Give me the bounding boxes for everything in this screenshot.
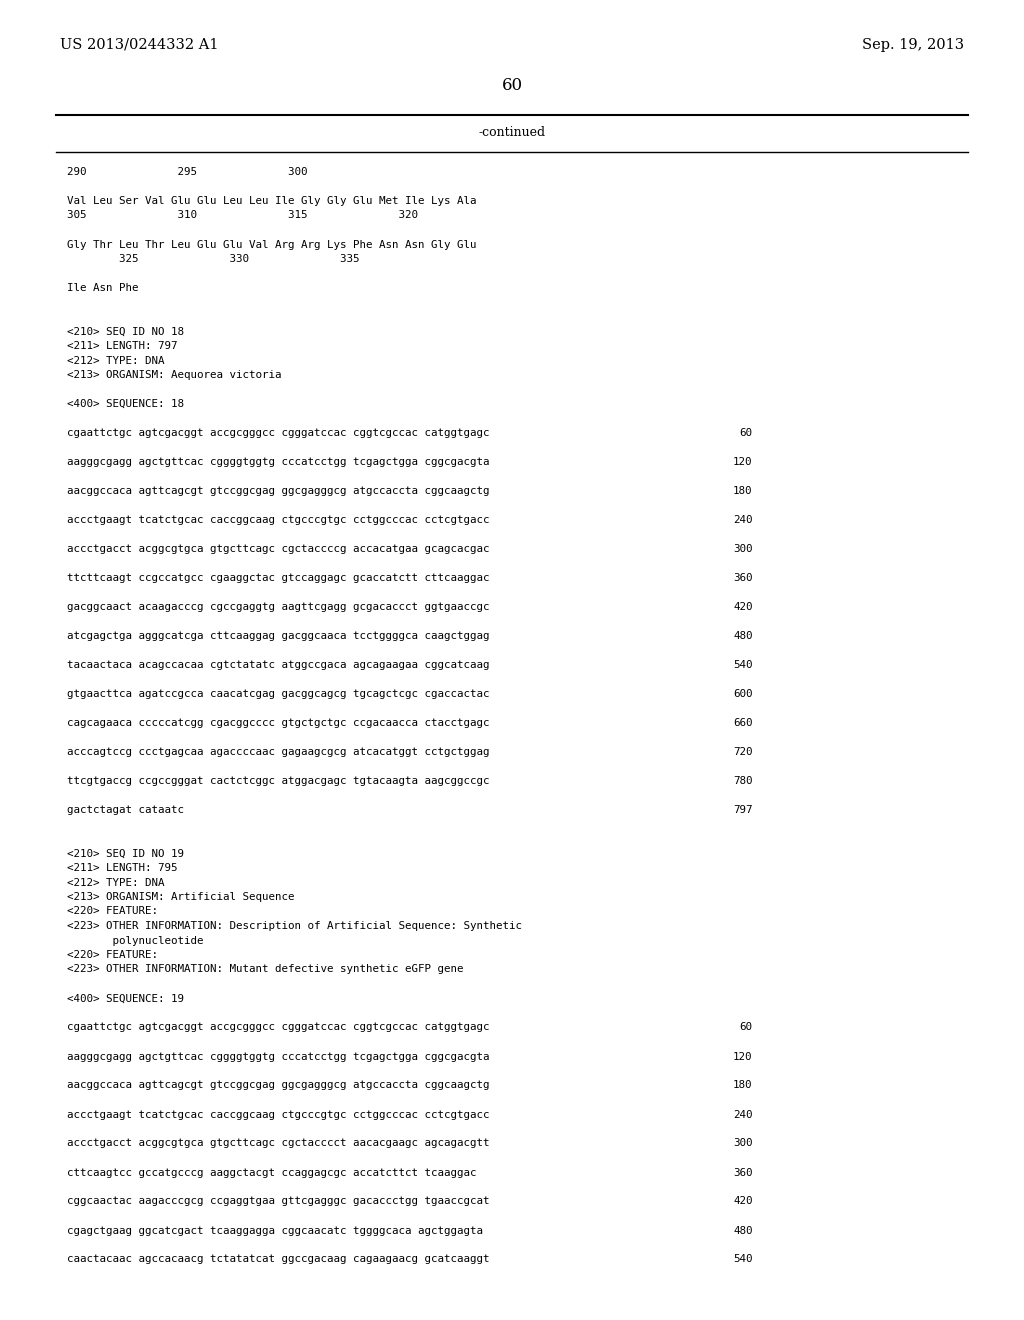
Text: 360: 360	[733, 1167, 753, 1177]
Text: gtgaacttca agatccgcca caacatcgag gacggcagcg tgcagctcgc cgaccactac: gtgaacttca agatccgcca caacatcgag gacggca…	[67, 689, 489, 700]
Text: <212> TYPE: DNA: <212> TYPE: DNA	[67, 355, 164, 366]
Text: 300: 300	[733, 1138, 753, 1148]
Text: <212> TYPE: DNA: <212> TYPE: DNA	[67, 878, 164, 887]
Text: <223> OTHER INFORMATION: Description of Artificial Sequence: Synthetic: <223> OTHER INFORMATION: Description of …	[67, 921, 521, 931]
Text: Val Leu Ser Val Glu Glu Leu Leu Ile Gly Gly Glu Met Ile Lys Ala: Val Leu Ser Val Glu Glu Leu Leu Ile Gly …	[67, 195, 476, 206]
Text: <210> SEQ ID NO 19: <210> SEQ ID NO 19	[67, 849, 183, 858]
Text: 540: 540	[733, 1254, 753, 1265]
Text: caactacaac agccacaacg tctatatcat ggccgacaag cagaagaacg gcatcaaggt: caactacaac agccacaacg tctatatcat ggccgac…	[67, 1254, 489, 1265]
Text: 660: 660	[733, 718, 753, 729]
Text: accctgaagt tcatctgcac caccggcaag ctgcccgtgc cctggcccac cctcgtgacc: accctgaagt tcatctgcac caccggcaag ctgcccg…	[67, 1110, 489, 1119]
Text: 540: 540	[733, 660, 753, 671]
Text: gactctagat cataatc: gactctagat cataatc	[67, 805, 183, 814]
Text: 360: 360	[733, 573, 753, 583]
Text: Sep. 19, 2013: Sep. 19, 2013	[862, 38, 964, 51]
Text: accctgacct acggcgtgca gtgcttcagc cgctaccccg accacatgaa gcagcacgac: accctgacct acggcgtgca gtgcttcagc cgctacc…	[67, 544, 489, 554]
Text: <213> ORGANISM: Artificial Sequence: <213> ORGANISM: Artificial Sequence	[67, 892, 294, 902]
Text: 240: 240	[733, 1110, 753, 1119]
Text: cgaattctgc agtcgacggt accgcgggcc cgggatccac cggtcgccac catggtgagc: cgaattctgc agtcgacggt accgcgggcc cgggatc…	[67, 1023, 489, 1032]
Text: polynucleotide: polynucleotide	[67, 936, 203, 945]
Text: aagggcgagg agctgttcac cggggtggtg cccatcctgg tcgagctgga cggcgacgta: aagggcgagg agctgttcac cggggtggtg cccatcc…	[67, 1052, 489, 1061]
Text: gacggcaact acaagacccg cgccgaggtg aagttcgagg gcgacaccct ggtgaaccgc: gacggcaact acaagacccg cgccgaggtg aagttcg…	[67, 602, 489, 612]
Text: <400> SEQUENCE: 18: <400> SEQUENCE: 18	[67, 399, 183, 409]
Text: 780: 780	[733, 776, 753, 785]
Text: <211> LENGTH: 795: <211> LENGTH: 795	[67, 863, 177, 873]
Text: <213> ORGANISM: Aequorea victoria: <213> ORGANISM: Aequorea victoria	[67, 370, 281, 380]
Text: <210> SEQ ID NO 18: <210> SEQ ID NO 18	[67, 326, 183, 337]
Text: 325              330              335: 325 330 335	[67, 253, 359, 264]
Text: <220> FEATURE:: <220> FEATURE:	[67, 907, 158, 916]
Text: cgaattctgc agtcgacggt accgcgggcc cgggatccac cggtcgccac catggtgagc: cgaattctgc agtcgacggt accgcgggcc cgggatc…	[67, 428, 489, 438]
Text: 60: 60	[739, 428, 753, 438]
Text: 60: 60	[502, 77, 522, 94]
Text: ttcgtgaccg ccgccgggat cactctcggc atggacgagc tgtacaagta aagcggccgc: ttcgtgaccg ccgccgggat cactctcggc atggacg…	[67, 776, 489, 785]
Text: 420: 420	[733, 602, 753, 612]
Text: 180: 180	[733, 1081, 753, 1090]
Text: <211> LENGTH: 797: <211> LENGTH: 797	[67, 341, 177, 351]
Text: 120: 120	[733, 1052, 753, 1061]
Text: 60: 60	[739, 1023, 753, 1032]
Text: -continued: -continued	[478, 127, 546, 140]
Text: <223> OTHER INFORMATION: Mutant defective synthetic eGFP gene: <223> OTHER INFORMATION: Mutant defectiv…	[67, 965, 463, 974]
Text: accctgaagt tcatctgcac caccggcaag ctgcccgtgc cctggcccac cctcgtgacc: accctgaagt tcatctgcac caccggcaag ctgcccg…	[67, 515, 489, 525]
Text: Ile Asn Phe: Ile Asn Phe	[67, 282, 138, 293]
Text: 240: 240	[733, 515, 753, 525]
Text: cttcaagtcc gccatgcccg aaggctacgt ccaggagcgc accatcttct tcaaggac: cttcaagtcc gccatgcccg aaggctacgt ccaggag…	[67, 1167, 476, 1177]
Text: <400> SEQUENCE: 19: <400> SEQUENCE: 19	[67, 994, 183, 1003]
Text: aacggccaca agttcagcgt gtccggcgag ggcgagggcg atgccaccta cggcaagctg: aacggccaca agttcagcgt gtccggcgag ggcgagg…	[67, 1081, 489, 1090]
Text: 797: 797	[733, 805, 753, 814]
Text: acccagtccg ccctgagcaa agaccccaac gagaagcgcg atcacatggt cctgctggag: acccagtccg ccctgagcaa agaccccaac gagaagc…	[67, 747, 489, 756]
Text: 600: 600	[733, 689, 753, 700]
Text: 720: 720	[733, 747, 753, 756]
Text: cgagctgaag ggcatcgact tcaaggagga cggcaacatc tggggcaca agctggagta: cgagctgaag ggcatcgact tcaaggagga cggcaac…	[67, 1225, 482, 1236]
Text: 290              295              300: 290 295 300	[67, 168, 307, 177]
Text: 305              310              315              320: 305 310 315 320	[67, 210, 418, 220]
Text: atcgagctga agggcatcga cttcaaggag gacggcaaca tcctggggca caagctggag: atcgagctga agggcatcga cttcaaggag gacggca…	[67, 631, 489, 642]
Text: aacggccaca agttcagcgt gtccggcgag ggcgagggcg atgccaccta cggcaagctg: aacggccaca agttcagcgt gtccggcgag ggcgagg…	[67, 486, 489, 496]
Text: 480: 480	[733, 631, 753, 642]
Text: 420: 420	[733, 1196, 753, 1206]
Text: accctgacct acggcgtgca gtgcttcagc cgctacccct aacacgaagc agcagacgtt: accctgacct acggcgtgca gtgcttcagc cgctacc…	[67, 1138, 489, 1148]
Text: aagggcgagg agctgttcac cggggtggtg cccatcctgg tcgagctgga cggcgacgta: aagggcgagg agctgttcac cggggtggtg cccatcc…	[67, 457, 489, 467]
Text: cagcagaaca cccccatcgg cgacggcccc gtgctgctgc ccgacaacca ctacctgagc: cagcagaaca cccccatcgg cgacggcccc gtgctgc…	[67, 718, 489, 729]
Text: 300: 300	[733, 544, 753, 554]
Text: US 2013/0244332 A1: US 2013/0244332 A1	[60, 38, 218, 51]
Text: 120: 120	[733, 457, 753, 467]
Text: tacaactaca acagccacaa cgtctatatc atggccgaca agcagaagaa cggcatcaag: tacaactaca acagccacaa cgtctatatc atggccg…	[67, 660, 489, 671]
Text: ttcttcaagt ccgccatgcc cgaaggctac gtccaggagc gcaccatctt cttcaaggac: ttcttcaagt ccgccatgcc cgaaggctac gtccagg…	[67, 573, 489, 583]
Text: 480: 480	[733, 1225, 753, 1236]
Text: <220> FEATURE:: <220> FEATURE:	[67, 950, 158, 960]
Text: Gly Thr Leu Thr Leu Glu Glu Val Arg Arg Lys Phe Asn Asn Gly Glu: Gly Thr Leu Thr Leu Glu Glu Val Arg Arg …	[67, 239, 476, 249]
Text: 180: 180	[733, 486, 753, 496]
Text: cggcaactac aagacccgcg ccgaggtgaa gttcgagggc gacaccctgg tgaaccgcat: cggcaactac aagacccgcg ccgaggtgaa gttcgag…	[67, 1196, 489, 1206]
